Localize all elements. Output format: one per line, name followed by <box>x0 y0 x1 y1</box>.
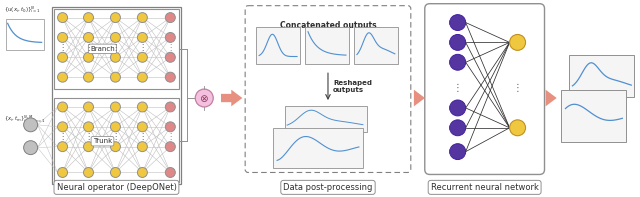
FancyBboxPatch shape <box>256 27 300 64</box>
Text: Data post-processing: Data post-processing <box>284 183 372 192</box>
Circle shape <box>450 34 466 50</box>
FancyBboxPatch shape <box>570 55 634 97</box>
Circle shape <box>450 144 466 160</box>
Circle shape <box>58 122 68 132</box>
Circle shape <box>138 122 147 132</box>
Circle shape <box>165 142 175 152</box>
Circle shape <box>58 167 68 177</box>
Circle shape <box>58 102 68 112</box>
Circle shape <box>138 102 147 112</box>
Circle shape <box>111 72 120 82</box>
Circle shape <box>165 72 175 82</box>
Circle shape <box>165 13 175 23</box>
Circle shape <box>83 13 93 23</box>
Circle shape <box>509 120 525 136</box>
Text: ⋮: ⋮ <box>111 132 120 141</box>
Circle shape <box>111 102 120 112</box>
Circle shape <box>165 52 175 62</box>
Circle shape <box>450 120 466 136</box>
Circle shape <box>83 33 93 42</box>
Text: ⋮: ⋮ <box>513 83 522 93</box>
Circle shape <box>111 33 120 42</box>
Text: ⋮: ⋮ <box>58 132 67 141</box>
Text: ⋮: ⋮ <box>138 132 147 141</box>
Circle shape <box>509 34 525 50</box>
Text: ⋮: ⋮ <box>111 43 120 52</box>
Text: Trunk: Trunk <box>93 138 112 144</box>
Circle shape <box>83 167 93 177</box>
FancyBboxPatch shape <box>305 27 349 64</box>
FancyBboxPatch shape <box>285 106 367 132</box>
Circle shape <box>138 72 147 82</box>
Circle shape <box>58 13 68 23</box>
Text: Recurrent neural network: Recurrent neural network <box>431 183 539 192</box>
FancyBboxPatch shape <box>561 90 627 142</box>
Circle shape <box>165 102 175 112</box>
Text: Reshaped
outputs: Reshaped outputs <box>333 80 372 93</box>
Text: $\otimes$: $\otimes$ <box>200 93 209 103</box>
Circle shape <box>58 33 68 42</box>
Circle shape <box>195 89 213 107</box>
Circle shape <box>450 100 466 116</box>
Text: ⋮: ⋮ <box>166 43 175 52</box>
Circle shape <box>138 33 147 42</box>
Circle shape <box>111 52 120 62</box>
Circle shape <box>58 72 68 82</box>
Circle shape <box>138 142 147 152</box>
Circle shape <box>111 122 120 132</box>
Circle shape <box>83 102 93 112</box>
Circle shape <box>111 142 120 152</box>
Text: Neural operator (DeepONet): Neural operator (DeepONet) <box>56 183 177 192</box>
Circle shape <box>58 142 68 152</box>
Circle shape <box>83 52 93 62</box>
Circle shape <box>83 72 93 82</box>
FancyBboxPatch shape <box>354 27 398 64</box>
Text: ⋮: ⋮ <box>84 43 93 52</box>
Circle shape <box>138 13 147 23</box>
Circle shape <box>83 142 93 152</box>
Circle shape <box>111 13 120 23</box>
Circle shape <box>450 15 466 31</box>
Circle shape <box>165 33 175 42</box>
Circle shape <box>138 167 147 177</box>
Text: ⋮: ⋮ <box>84 132 93 141</box>
Circle shape <box>165 122 175 132</box>
Text: ⋮: ⋮ <box>166 132 175 141</box>
Circle shape <box>450 54 466 70</box>
Text: $\{u(x_i,t_0)\}_{i=1}^N$: $\{u(x_i,t_0)\}_{i=1}^N$ <box>4 4 40 15</box>
Text: Branch: Branch <box>90 46 115 52</box>
Circle shape <box>138 52 147 62</box>
FancyBboxPatch shape <box>6 19 44 50</box>
Text: ⋮: ⋮ <box>58 43 67 52</box>
Circle shape <box>111 167 120 177</box>
Text: ⋮: ⋮ <box>138 43 147 52</box>
Circle shape <box>58 52 68 62</box>
Text: ⋮: ⋮ <box>453 83 463 93</box>
Circle shape <box>165 167 175 177</box>
FancyBboxPatch shape <box>273 128 363 167</box>
Circle shape <box>24 141 38 155</box>
Circle shape <box>24 118 38 132</box>
Text: $\{x_i,t_m\}_{i=1,m=1}^{N,M}$: $\{x_i,t_m\}_{i=1,m=1}^{N,M}$ <box>4 113 45 124</box>
Text: Concatenated outputs: Concatenated outputs <box>280 20 376 30</box>
Circle shape <box>83 122 93 132</box>
